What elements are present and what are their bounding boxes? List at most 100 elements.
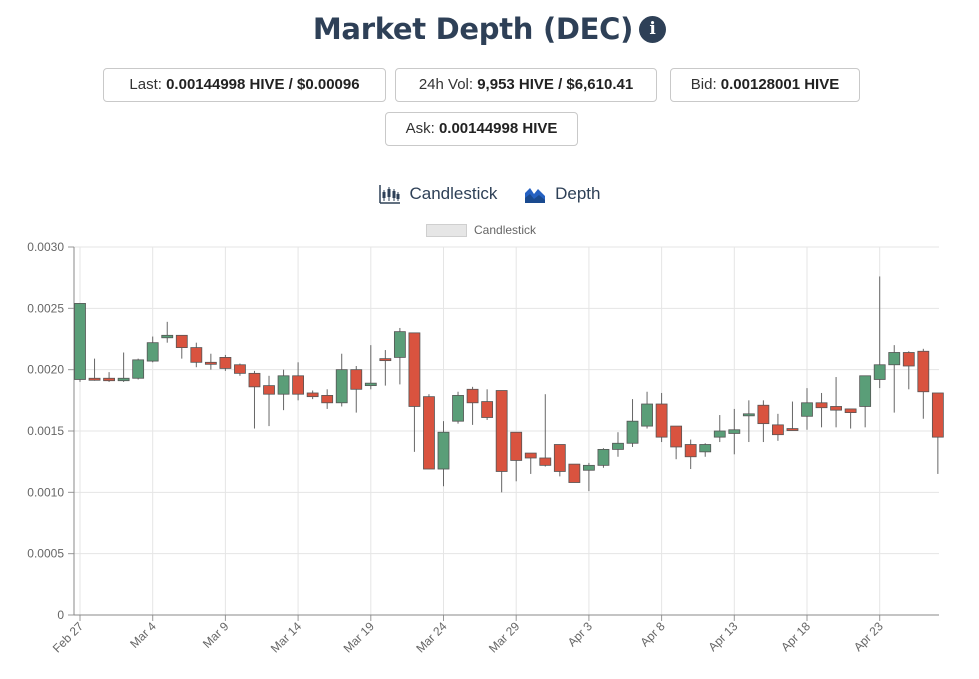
- candle-body: [612, 442, 624, 450]
- candle-body: [917, 350, 930, 393]
- candle-body: [234, 364, 246, 374]
- y-tick-label: 0.0015: [27, 424, 64, 438]
- candle: [873, 276, 886, 389]
- candle: [539, 394, 552, 467]
- tab-candlestick[interactable]: Candlestick: [378, 184, 497, 204]
- y-tick-label: 0: [57, 608, 64, 622]
- candle-body: [524, 452, 537, 459]
- candle-body: [321, 395, 334, 404]
- chart-legend-item[interactable]: Candlestick: [426, 223, 536, 237]
- candle-body: [830, 406, 842, 411]
- candle: [88, 358, 101, 381]
- candle: [335, 353, 348, 407]
- stat-last-label: Last:: [129, 76, 162, 93]
- page-title: Market Depth (DEC): [312, 12, 634, 46]
- candle: [481, 389, 494, 420]
- candle: [772, 413, 784, 441]
- candle-body: [844, 408, 857, 413]
- candle: [728, 408, 741, 455]
- candle: [583, 462, 595, 492]
- candle-body: [350, 369, 363, 390]
- candle-body: [641, 403, 653, 427]
- candle-body: [103, 377, 115, 382]
- stat-ask-value: 0.00144998 HIVE: [438, 120, 558, 137]
- candle-body: [655, 403, 668, 438]
- stat-volume-value: 9,953 HIVE / $6,610.41: [477, 76, 634, 93]
- candle-body: [757, 404, 770, 425]
- candle: [757, 400, 770, 443]
- candle-body: [423, 396, 435, 470]
- y-tick-label: 0.0020: [27, 363, 64, 377]
- stat-last-value: 0.00144998 HIVE / $0.00096: [166, 76, 360, 93]
- candle: [859, 375, 872, 428]
- candle: [902, 351, 915, 390]
- candle-body: [408, 332, 421, 407]
- candle: [175, 334, 188, 359]
- candle-body: [859, 375, 872, 407]
- candle-body: [699, 444, 712, 453]
- candle-body: [888, 352, 901, 366]
- candle-body: [161, 334, 174, 339]
- stat-bid-value: 0.00128001 HIVE: [720, 76, 840, 93]
- x-tick-label: Apr 3: [565, 619, 595, 649]
- candle: [306, 390, 319, 400]
- stat-bid-label: Bid:: [690, 76, 717, 93]
- candle-body: [510, 431, 523, 461]
- candle: [379, 350, 392, 386]
- candle-body: [742, 413, 755, 417]
- y-tick-label: 0.0030: [27, 240, 64, 254]
- candle: [699, 443, 712, 457]
- candle: [321, 389, 334, 409]
- legend-label: Candlestick: [474, 223, 537, 237]
- stat-volume: 24h Vol: 9,953 HIVE / $6,610.41: [395, 68, 657, 102]
- x-tick-label: Mar 4: [127, 619, 159, 651]
- candle-body: [772, 424, 784, 436]
- candle-body: [873, 364, 886, 380]
- candle: [670, 425, 683, 460]
- candle: [466, 386, 479, 425]
- candle-body: [452, 395, 464, 422]
- stat-bid: Bid: 0.00128001 HIVE: [670, 68, 860, 102]
- candle: [161, 321, 174, 343]
- x-tick-label: Mar 14: [268, 619, 305, 656]
- candle: [146, 336, 159, 363]
- candlestick-chart-icon: [378, 185, 400, 204]
- x-tick-label: Apr 8: [638, 619, 668, 649]
- chart-axes: 0.0030 0.0025 0.0020 0.0015 0.0010 0.0005 0Feb…: [27, 240, 939, 656]
- candle-body: [931, 392, 944, 438]
- candle: [568, 463, 581, 483]
- tab-depth[interactable]: Depth: [524, 184, 600, 204]
- candle-body: [568, 463, 581, 483]
- candle: [132, 358, 145, 380]
- candle-body: [190, 347, 203, 363]
- candle: [510, 431, 523, 482]
- candle-body: [626, 420, 639, 444]
- candle: [74, 303, 86, 382]
- candle: [815, 392, 828, 428]
- candle: [742, 400, 755, 443]
- candle: [393, 327, 406, 385]
- candle: [408, 332, 421, 452]
- candle: [830, 377, 842, 428]
- candle-body: [175, 334, 188, 348]
- candle-body: [728, 429, 741, 434]
- candle-body: [393, 331, 406, 358]
- x-tick-label: Feb 27: [50, 619, 87, 656]
- candle: [553, 444, 566, 477]
- candle: [350, 365, 363, 413]
- x-tick-label: Mar 24: [413, 619, 450, 656]
- candle: [597, 448, 610, 468]
- candle: [364, 345, 377, 390]
- candle: [219, 354, 232, 371]
- x-tick-label: Mar 29: [486, 619, 523, 656]
- candle: [626, 399, 639, 447]
- candle-body: [88, 377, 101, 381]
- candle-body: [801, 402, 813, 417]
- candle: [801, 388, 813, 430]
- candle: [641, 391, 653, 429]
- info-icon[interactable]: i: [639, 15, 667, 43]
- candle-body: [292, 375, 305, 395]
- candle-body: [553, 444, 566, 472]
- candle-body: [263, 385, 275, 395]
- candle-body: [902, 352, 915, 367]
